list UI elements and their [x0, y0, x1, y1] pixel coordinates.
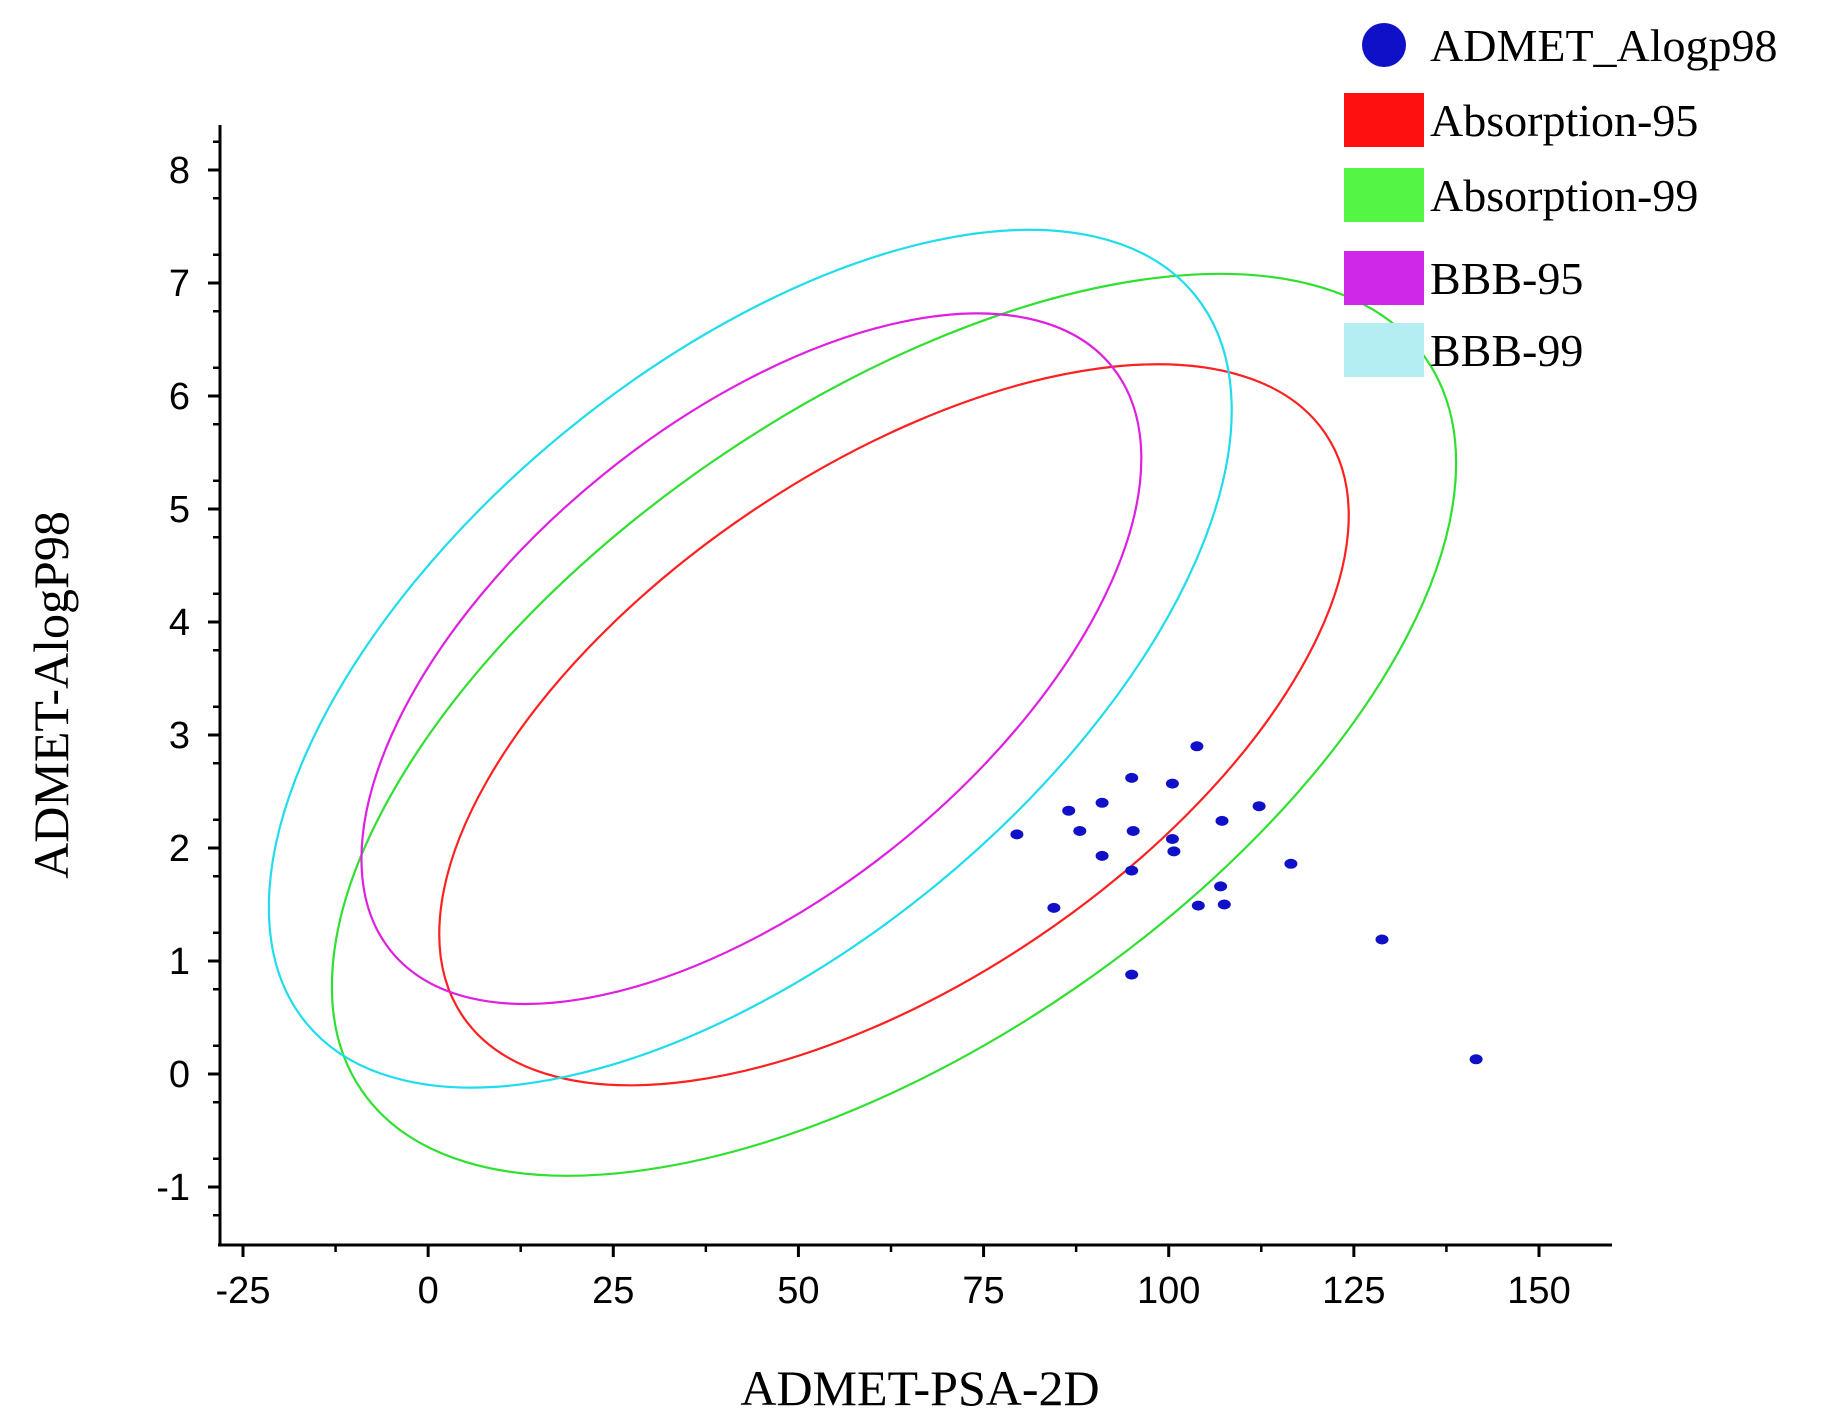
- data-point: [1095, 797, 1109, 808]
- x-axis-title: ADMET-PSA-2D: [740, 1360, 1099, 1416]
- x-tick-label: 75: [962, 1270, 1004, 1312]
- ellipse-absorption-95: [438, 363, 1350, 1087]
- y-tick-label: 0: [169, 1054, 190, 1096]
- data-point: [1191, 900, 1205, 911]
- legend-swatch: [1344, 323, 1424, 377]
- legend-label: ADMET_Alogp98: [1430, 20, 1778, 71]
- legend-swatch: [1344, 93, 1424, 147]
- y-tick-label: 4: [169, 602, 190, 644]
- legend-label: BBB-99: [1430, 325, 1583, 376]
- y-tick-label: 3: [169, 715, 190, 757]
- data-point: [1469, 1054, 1483, 1065]
- x-tick-label: -25: [216, 1270, 271, 1312]
- ticks: -25 0 25 50 75 100 125 150 -1 0 1 2 3 4 5 6 7 8: [156, 140, 1571, 1312]
- data-point: [1375, 934, 1389, 945]
- y-tick-label: 6: [169, 376, 190, 418]
- data-point: [1217, 899, 1231, 910]
- data-point: [1125, 865, 1139, 876]
- y-tick-label: 7: [169, 263, 190, 305]
- y-tick-label: 2: [169, 828, 190, 870]
- legend-swatch: [1344, 251, 1424, 305]
- data-point: [1125, 969, 1139, 980]
- legend: ADMET_Alogp98 Absorption-95 Absorption-99 B…: [1344, 20, 1778, 377]
- x-tick-label: 150: [1507, 1270, 1570, 1312]
- x-tick-label: 125: [1322, 1270, 1385, 1312]
- x-tick-label: 0: [418, 1270, 439, 1312]
- legend-swatch: [1344, 168, 1424, 222]
- data-point: [1095, 850, 1109, 861]
- x-tick-label: 25: [592, 1270, 634, 1312]
- data-point: [1073, 826, 1087, 836]
- data-point: [1214, 881, 1228, 892]
- data-point: [1125, 772, 1139, 783]
- x-tick-label: 50: [777, 1270, 819, 1312]
- data-point: [1190, 741, 1204, 752]
- data-point: [1165, 834, 1179, 844]
- data-point: [1047, 902, 1061, 913]
- legend-swatch-circle: [1362, 23, 1406, 67]
- ellipse-bbb-95: [360, 312, 1143, 1006]
- data-point: [1010, 829, 1024, 840]
- data-point: [1165, 778, 1179, 789]
- data-point: [1126, 826, 1140, 836]
- legend-label: Absorption-95: [1430, 95, 1698, 146]
- data-points: [1010, 741, 1483, 1065]
- legend-label: BBB-95: [1430, 253, 1583, 304]
- data-point: [1284, 858, 1298, 869]
- data-point: [1252, 801, 1266, 812]
- ellipse-absorption-99: [330, 272, 1458, 1177]
- x-tick-label: 100: [1137, 1270, 1200, 1312]
- y-tick-label: 5: [169, 489, 190, 531]
- y-tick-label: 8: [169, 150, 190, 192]
- data-point: [1167, 846, 1181, 857]
- y-axis-title: ADMET-AlogP98: [23, 511, 79, 879]
- data-point: [1062, 805, 1076, 816]
- confidence-ellipses: [267, 228, 1458, 1177]
- legend-label: Absorption-99: [1430, 170, 1698, 221]
- ellipse-bbb-99: [267, 228, 1233, 1089]
- data-point: [1215, 815, 1229, 826]
- y-tick-label: -1: [156, 1167, 190, 1209]
- y-tick-label: 1: [169, 941, 190, 983]
